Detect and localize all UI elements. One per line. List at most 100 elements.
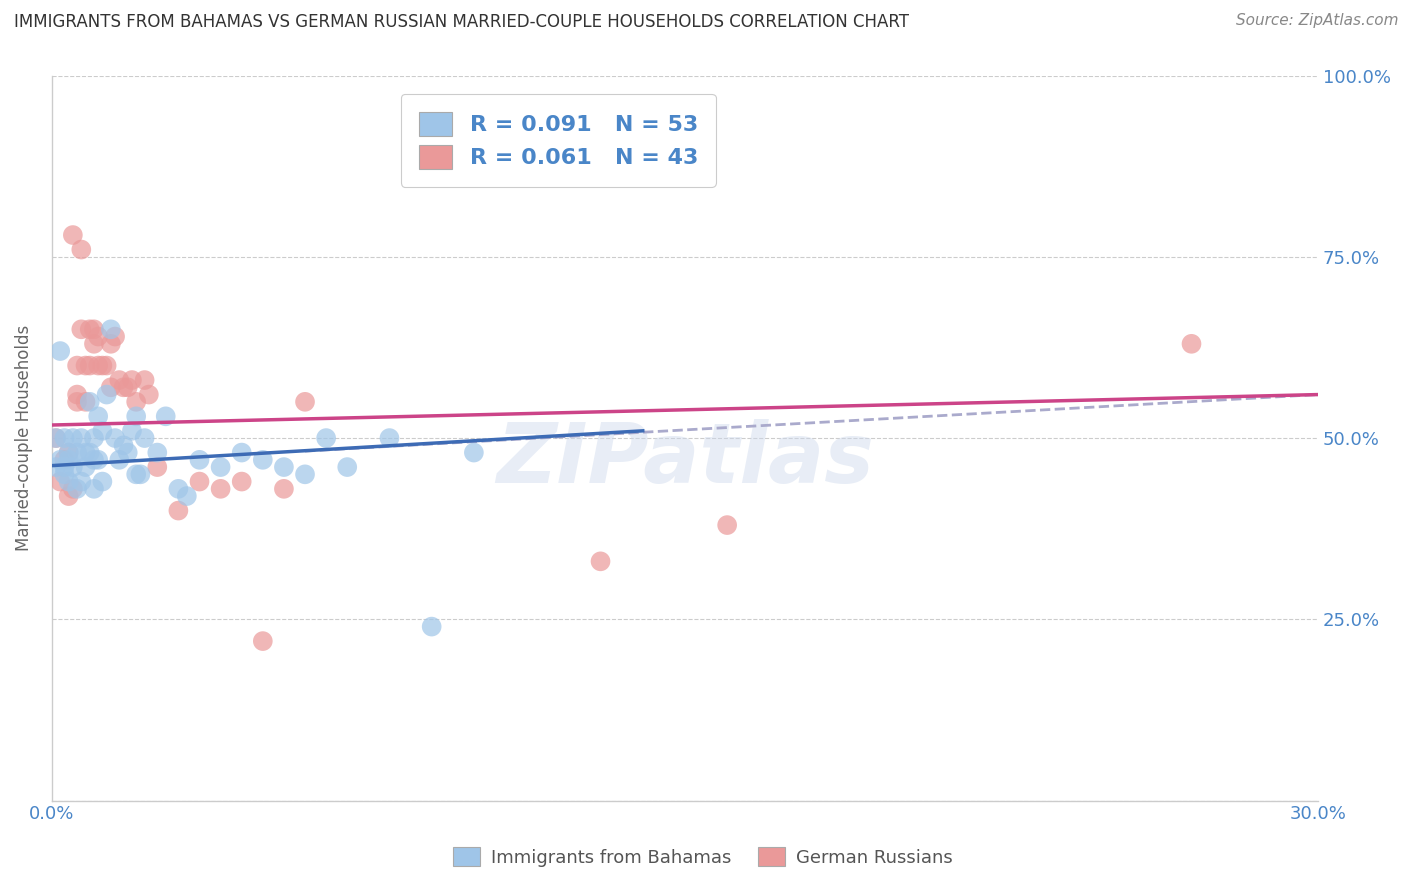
Point xyxy=(75,359,97,373)
Point xyxy=(62,460,84,475)
Point xyxy=(87,359,110,373)
Point xyxy=(58,475,80,489)
Point xyxy=(134,431,156,445)
Point xyxy=(589,554,612,568)
Point xyxy=(252,452,274,467)
Point xyxy=(62,227,84,242)
Point xyxy=(66,387,89,401)
Point xyxy=(209,482,232,496)
Point xyxy=(108,373,131,387)
Point xyxy=(53,452,76,467)
Point xyxy=(252,634,274,648)
Point xyxy=(83,336,105,351)
Point xyxy=(62,431,84,445)
Point xyxy=(231,445,253,459)
Point xyxy=(91,424,114,438)
Point xyxy=(79,394,101,409)
Point xyxy=(91,359,114,373)
Point xyxy=(100,380,122,394)
Point xyxy=(87,409,110,424)
Legend: R = 0.091   N = 53, R = 0.061   N = 43: R = 0.091 N = 53, R = 0.061 N = 43 xyxy=(401,94,716,186)
Point xyxy=(49,344,72,359)
Point xyxy=(70,475,93,489)
Point xyxy=(75,394,97,409)
Point xyxy=(49,475,72,489)
Point xyxy=(716,518,738,533)
Point xyxy=(83,322,105,336)
Point xyxy=(79,445,101,459)
Point xyxy=(273,460,295,475)
Text: Source: ZipAtlas.com: Source: ZipAtlas.com xyxy=(1236,13,1399,29)
Point xyxy=(58,452,80,467)
Point xyxy=(336,460,359,475)
Point xyxy=(87,329,110,343)
Y-axis label: Married-couple Households: Married-couple Households xyxy=(15,325,32,551)
Point xyxy=(138,387,160,401)
Point xyxy=(79,359,101,373)
Point xyxy=(75,460,97,475)
Point xyxy=(167,482,190,496)
Point xyxy=(53,460,76,475)
Point xyxy=(70,431,93,445)
Legend: Immigrants from Bahamas, German Russians: Immigrants from Bahamas, German Russians xyxy=(446,840,960,874)
Point xyxy=(463,445,485,459)
Point xyxy=(45,431,67,445)
Point xyxy=(66,394,89,409)
Point xyxy=(112,380,135,394)
Point xyxy=(121,424,143,438)
Point xyxy=(62,482,84,496)
Point xyxy=(112,438,135,452)
Point xyxy=(58,445,80,459)
Point xyxy=(108,452,131,467)
Point xyxy=(188,475,211,489)
Point xyxy=(66,445,89,459)
Point xyxy=(53,431,76,445)
Point xyxy=(121,373,143,387)
Point xyxy=(294,467,316,482)
Point xyxy=(100,336,122,351)
Point xyxy=(134,373,156,387)
Point xyxy=(273,482,295,496)
Point xyxy=(1180,336,1202,351)
Point xyxy=(146,445,169,459)
Point xyxy=(87,452,110,467)
Point xyxy=(125,394,148,409)
Point xyxy=(83,452,105,467)
Point xyxy=(294,394,316,409)
Point xyxy=(176,489,198,503)
Point xyxy=(49,452,72,467)
Point xyxy=(125,467,148,482)
Point xyxy=(167,503,190,517)
Point xyxy=(45,460,67,475)
Point xyxy=(66,359,89,373)
Point xyxy=(70,322,93,336)
Point xyxy=(79,322,101,336)
Point xyxy=(53,467,76,482)
Point xyxy=(45,431,67,445)
Point xyxy=(146,460,169,475)
Point xyxy=(420,619,443,633)
Point xyxy=(231,475,253,489)
Point xyxy=(209,460,232,475)
Point xyxy=(58,445,80,459)
Point xyxy=(75,445,97,459)
Point xyxy=(125,409,148,424)
Point xyxy=(96,359,118,373)
Point xyxy=(83,482,105,496)
Point xyxy=(104,329,127,343)
Point xyxy=(66,482,89,496)
Point xyxy=(378,431,401,445)
Text: IMMIGRANTS FROM BAHAMAS VS GERMAN RUSSIAN MARRIED-COUPLE HOUSEHOLDS CORRELATION : IMMIGRANTS FROM BAHAMAS VS GERMAN RUSSIA… xyxy=(14,13,910,31)
Point xyxy=(117,380,139,394)
Point xyxy=(129,467,152,482)
Point xyxy=(117,445,139,459)
Point xyxy=(155,409,177,424)
Point xyxy=(70,243,93,257)
Point xyxy=(83,431,105,445)
Point xyxy=(315,431,337,445)
Text: ZIPatlas: ZIPatlas xyxy=(496,419,875,500)
Point xyxy=(100,322,122,336)
Point xyxy=(58,489,80,503)
Point xyxy=(91,475,114,489)
Point xyxy=(104,431,127,445)
